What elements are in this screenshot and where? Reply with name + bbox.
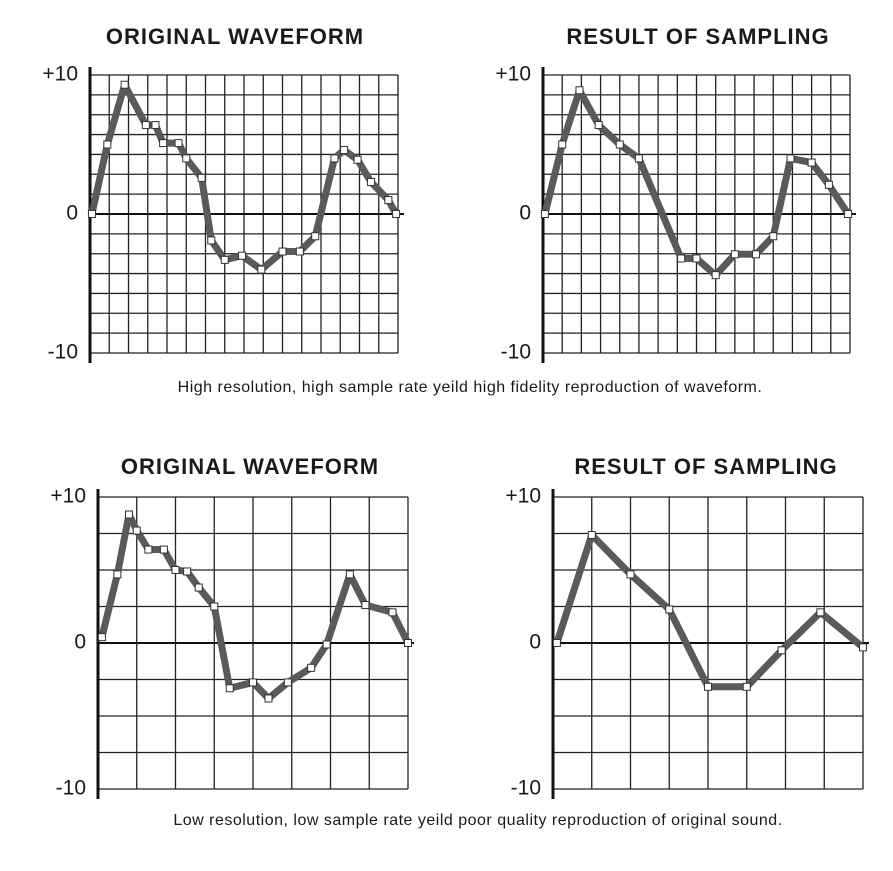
sample-point [540, 210, 549, 218]
sample-point [786, 154, 795, 163]
sample-point [807, 158, 816, 167]
caption: High resolution, high sample rate yeild … [178, 379, 763, 396]
sample-point [594, 121, 603, 130]
sample-point [384, 196, 393, 205]
sample-point [97, 633, 106, 642]
sample-point [171, 566, 180, 574]
sample-point [238, 251, 247, 260]
sample-point [677, 254, 686, 263]
sample-point [197, 173, 206, 182]
y-tick-label: +10 [42, 63, 78, 86]
sample-point [859, 643, 867, 652]
sample-point [278, 247, 287, 256]
waveform-line [88, 81, 400, 274]
y-tick-label: 0 [74, 631, 86, 654]
chart-title: ORIGINAL WAVEFORM [106, 24, 364, 49]
sample-point [311, 232, 320, 241]
sample-point [322, 640, 331, 649]
y-tick-label: +10 [50, 485, 86, 508]
sample-point [345, 570, 354, 579]
sample-point [225, 684, 234, 693]
sample-point [210, 602, 219, 611]
chart-title: ORIGINAL WAVEFORM [121, 454, 379, 479]
sample-point [777, 646, 786, 655]
sample-point [742, 682, 751, 691]
y-tick-label: +10 [495, 63, 531, 86]
sample-point [257, 265, 266, 274]
sample-point [558, 140, 567, 149]
sample-point [132, 526, 141, 535]
sample-point [392, 210, 401, 218]
sample-point [824, 180, 833, 189]
sample-point [307, 663, 316, 672]
y-tick-label: -10 [501, 341, 531, 364]
sample-point [626, 570, 635, 579]
sample-point [194, 583, 203, 592]
chart-title: RESULT OF SAMPLING [566, 24, 829, 49]
sample-point [159, 139, 168, 148]
sample-point [207, 236, 216, 245]
sample-point [552, 639, 561, 647]
sample-point [220, 255, 229, 264]
sample-point [159, 545, 168, 554]
sample-point [87, 210, 96, 218]
sample-point [113, 570, 122, 579]
sample-point [103, 140, 112, 149]
y-tick-label: -10 [511, 777, 541, 800]
sample-point [575, 86, 584, 95]
sample-point [183, 567, 192, 576]
sample-point [711, 271, 720, 280]
sample-point [264, 694, 273, 703]
sample-point [751, 250, 760, 259]
sample-point [125, 510, 133, 519]
sample-point [615, 140, 624, 149]
caption: Low resolution, low sample rate yeild po… [173, 812, 782, 829]
sample-point [182, 154, 191, 163]
sample-point [340, 146, 349, 155]
sample-point [730, 250, 739, 259]
sample-point [174, 139, 183, 148]
sample-point [404, 639, 412, 647]
sample-point [120, 80, 129, 89]
sample-point [844, 210, 853, 218]
sample-point [704, 682, 712, 691]
y-tick-label: 0 [66, 202, 78, 225]
sample-point [665, 605, 674, 614]
sample-point [151, 121, 160, 130]
sample-point [816, 608, 825, 617]
y-tick-label: 0 [529, 631, 541, 654]
waveform-line [541, 86, 852, 279]
sample-point [367, 178, 376, 187]
sample-point [361, 601, 370, 610]
y-tick-label: 0 [519, 202, 531, 225]
sample-point [141, 121, 150, 130]
chart-title: RESULT OF SAMPLING [574, 454, 837, 479]
sample-point [692, 254, 701, 263]
sample-point [388, 608, 397, 617]
y-tick-label: -10 [56, 777, 86, 800]
sample-point [769, 232, 778, 241]
sample-point [295, 247, 304, 256]
sample-point [353, 155, 362, 164]
sample-point [587, 530, 596, 539]
y-tick-label: -10 [48, 341, 78, 364]
sample-point [144, 545, 153, 554]
y-tick-label: +10 [505, 485, 541, 508]
sample-point [330, 154, 339, 163]
sample-point [283, 678, 292, 687]
sample-point [634, 154, 643, 163]
sample-point [249, 678, 257, 687]
